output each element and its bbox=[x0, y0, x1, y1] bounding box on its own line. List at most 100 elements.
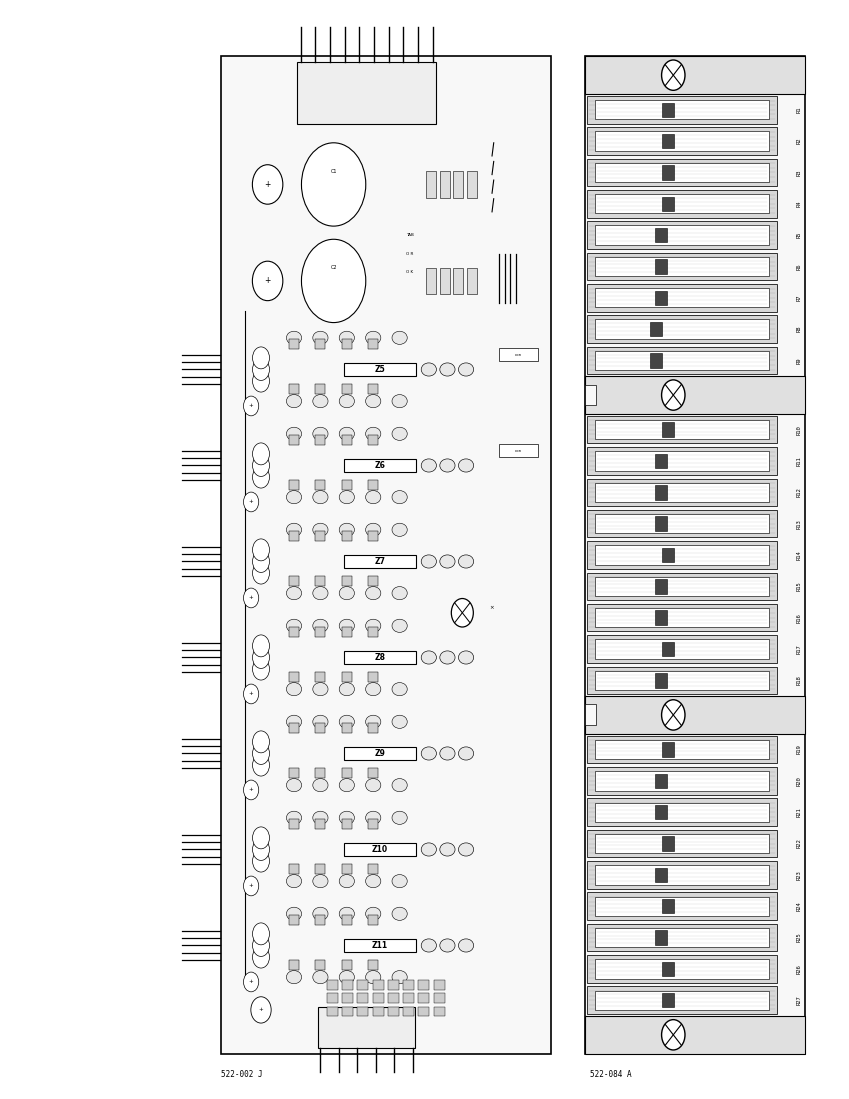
Ellipse shape bbox=[286, 778, 301, 791]
Bar bbox=[368, 768, 379, 778]
Bar bbox=[585, 376, 806, 414]
Text: C1: C1 bbox=[330, 169, 337, 174]
Text: +: + bbox=[249, 884, 254, 888]
Bar bbox=[498, 444, 538, 456]
Ellipse shape bbox=[366, 619, 381, 632]
Text: Z10: Z10 bbox=[372, 845, 388, 854]
Circle shape bbox=[661, 1020, 685, 1050]
Ellipse shape bbox=[286, 970, 301, 984]
Bar bbox=[662, 962, 674, 976]
Bar bbox=[368, 865, 379, 875]
Ellipse shape bbox=[312, 715, 328, 729]
Bar bbox=[588, 315, 777, 343]
Circle shape bbox=[252, 347, 269, 369]
Ellipse shape bbox=[392, 907, 408, 920]
Bar bbox=[662, 899, 674, 913]
Bar bbox=[588, 415, 777, 443]
Bar bbox=[289, 435, 299, 445]
Ellipse shape bbox=[440, 843, 455, 856]
Bar bbox=[342, 577, 351, 586]
Bar bbox=[588, 190, 777, 218]
Bar bbox=[289, 340, 299, 349]
Bar bbox=[588, 955, 777, 983]
Text: R24: R24 bbox=[796, 901, 801, 911]
Bar bbox=[368, 723, 379, 733]
Bar bbox=[595, 351, 769, 370]
Ellipse shape bbox=[366, 907, 381, 920]
Ellipse shape bbox=[392, 778, 408, 791]
Circle shape bbox=[252, 551, 269, 573]
Bar bbox=[315, 915, 325, 925]
Circle shape bbox=[252, 539, 269, 560]
Circle shape bbox=[252, 358, 269, 380]
Circle shape bbox=[244, 588, 259, 608]
Ellipse shape bbox=[340, 331, 354, 344]
Text: R17: R17 bbox=[796, 644, 801, 654]
Bar bbox=[289, 385, 299, 395]
Bar bbox=[344, 746, 416, 761]
Ellipse shape bbox=[366, 682, 381, 696]
Circle shape bbox=[252, 839, 269, 861]
Bar bbox=[426, 268, 436, 295]
Text: C2: C2 bbox=[330, 265, 337, 270]
Bar bbox=[388, 993, 399, 1003]
Bar bbox=[655, 454, 667, 468]
Bar bbox=[289, 768, 299, 778]
Circle shape bbox=[661, 60, 685, 90]
Text: R1: R1 bbox=[796, 107, 801, 113]
Ellipse shape bbox=[312, 490, 328, 503]
Bar bbox=[662, 642, 674, 656]
Circle shape bbox=[252, 743, 269, 765]
Text: 522-002 J: 522-002 J bbox=[222, 1070, 263, 1079]
Bar bbox=[315, 768, 325, 778]
Ellipse shape bbox=[392, 395, 408, 408]
Bar bbox=[434, 980, 445, 990]
Ellipse shape bbox=[340, 428, 354, 441]
Bar bbox=[588, 830, 777, 857]
Text: R18: R18 bbox=[796, 676, 801, 685]
Bar bbox=[655, 804, 667, 820]
Ellipse shape bbox=[340, 490, 354, 503]
Circle shape bbox=[252, 466, 269, 488]
Bar bbox=[357, 980, 368, 990]
Bar bbox=[368, 961, 379, 970]
Text: R19: R19 bbox=[796, 745, 801, 754]
Ellipse shape bbox=[392, 490, 408, 503]
Bar bbox=[440, 268, 450, 295]
Bar bbox=[315, 819, 325, 829]
Bar bbox=[342, 480, 351, 490]
Bar bbox=[315, 673, 325, 682]
Text: R13: R13 bbox=[796, 519, 801, 529]
Ellipse shape bbox=[286, 395, 301, 408]
Bar bbox=[595, 514, 769, 533]
Bar bbox=[595, 608, 769, 628]
Text: +: + bbox=[259, 1008, 263, 1012]
Bar bbox=[368, 385, 379, 395]
Ellipse shape bbox=[340, 778, 354, 791]
Circle shape bbox=[244, 492, 259, 512]
Text: Z8: Z8 bbox=[374, 653, 385, 662]
Ellipse shape bbox=[440, 459, 455, 473]
Bar bbox=[595, 640, 769, 658]
Text: R25: R25 bbox=[796, 933, 801, 943]
Ellipse shape bbox=[366, 428, 381, 441]
Ellipse shape bbox=[421, 747, 436, 761]
Bar bbox=[289, 628, 299, 637]
Circle shape bbox=[244, 396, 259, 415]
Bar bbox=[595, 257, 769, 276]
Bar bbox=[289, 915, 299, 925]
Ellipse shape bbox=[440, 363, 455, 376]
Ellipse shape bbox=[340, 715, 354, 729]
Circle shape bbox=[452, 599, 474, 628]
Text: +: + bbox=[249, 499, 254, 504]
Bar bbox=[588, 158, 777, 186]
Bar bbox=[662, 165, 674, 179]
Bar bbox=[289, 577, 299, 586]
Bar bbox=[426, 171, 436, 198]
Circle shape bbox=[301, 240, 366, 323]
Bar bbox=[368, 435, 379, 445]
Bar bbox=[315, 628, 325, 637]
Ellipse shape bbox=[458, 555, 474, 568]
Circle shape bbox=[244, 876, 259, 896]
Bar bbox=[588, 541, 777, 569]
